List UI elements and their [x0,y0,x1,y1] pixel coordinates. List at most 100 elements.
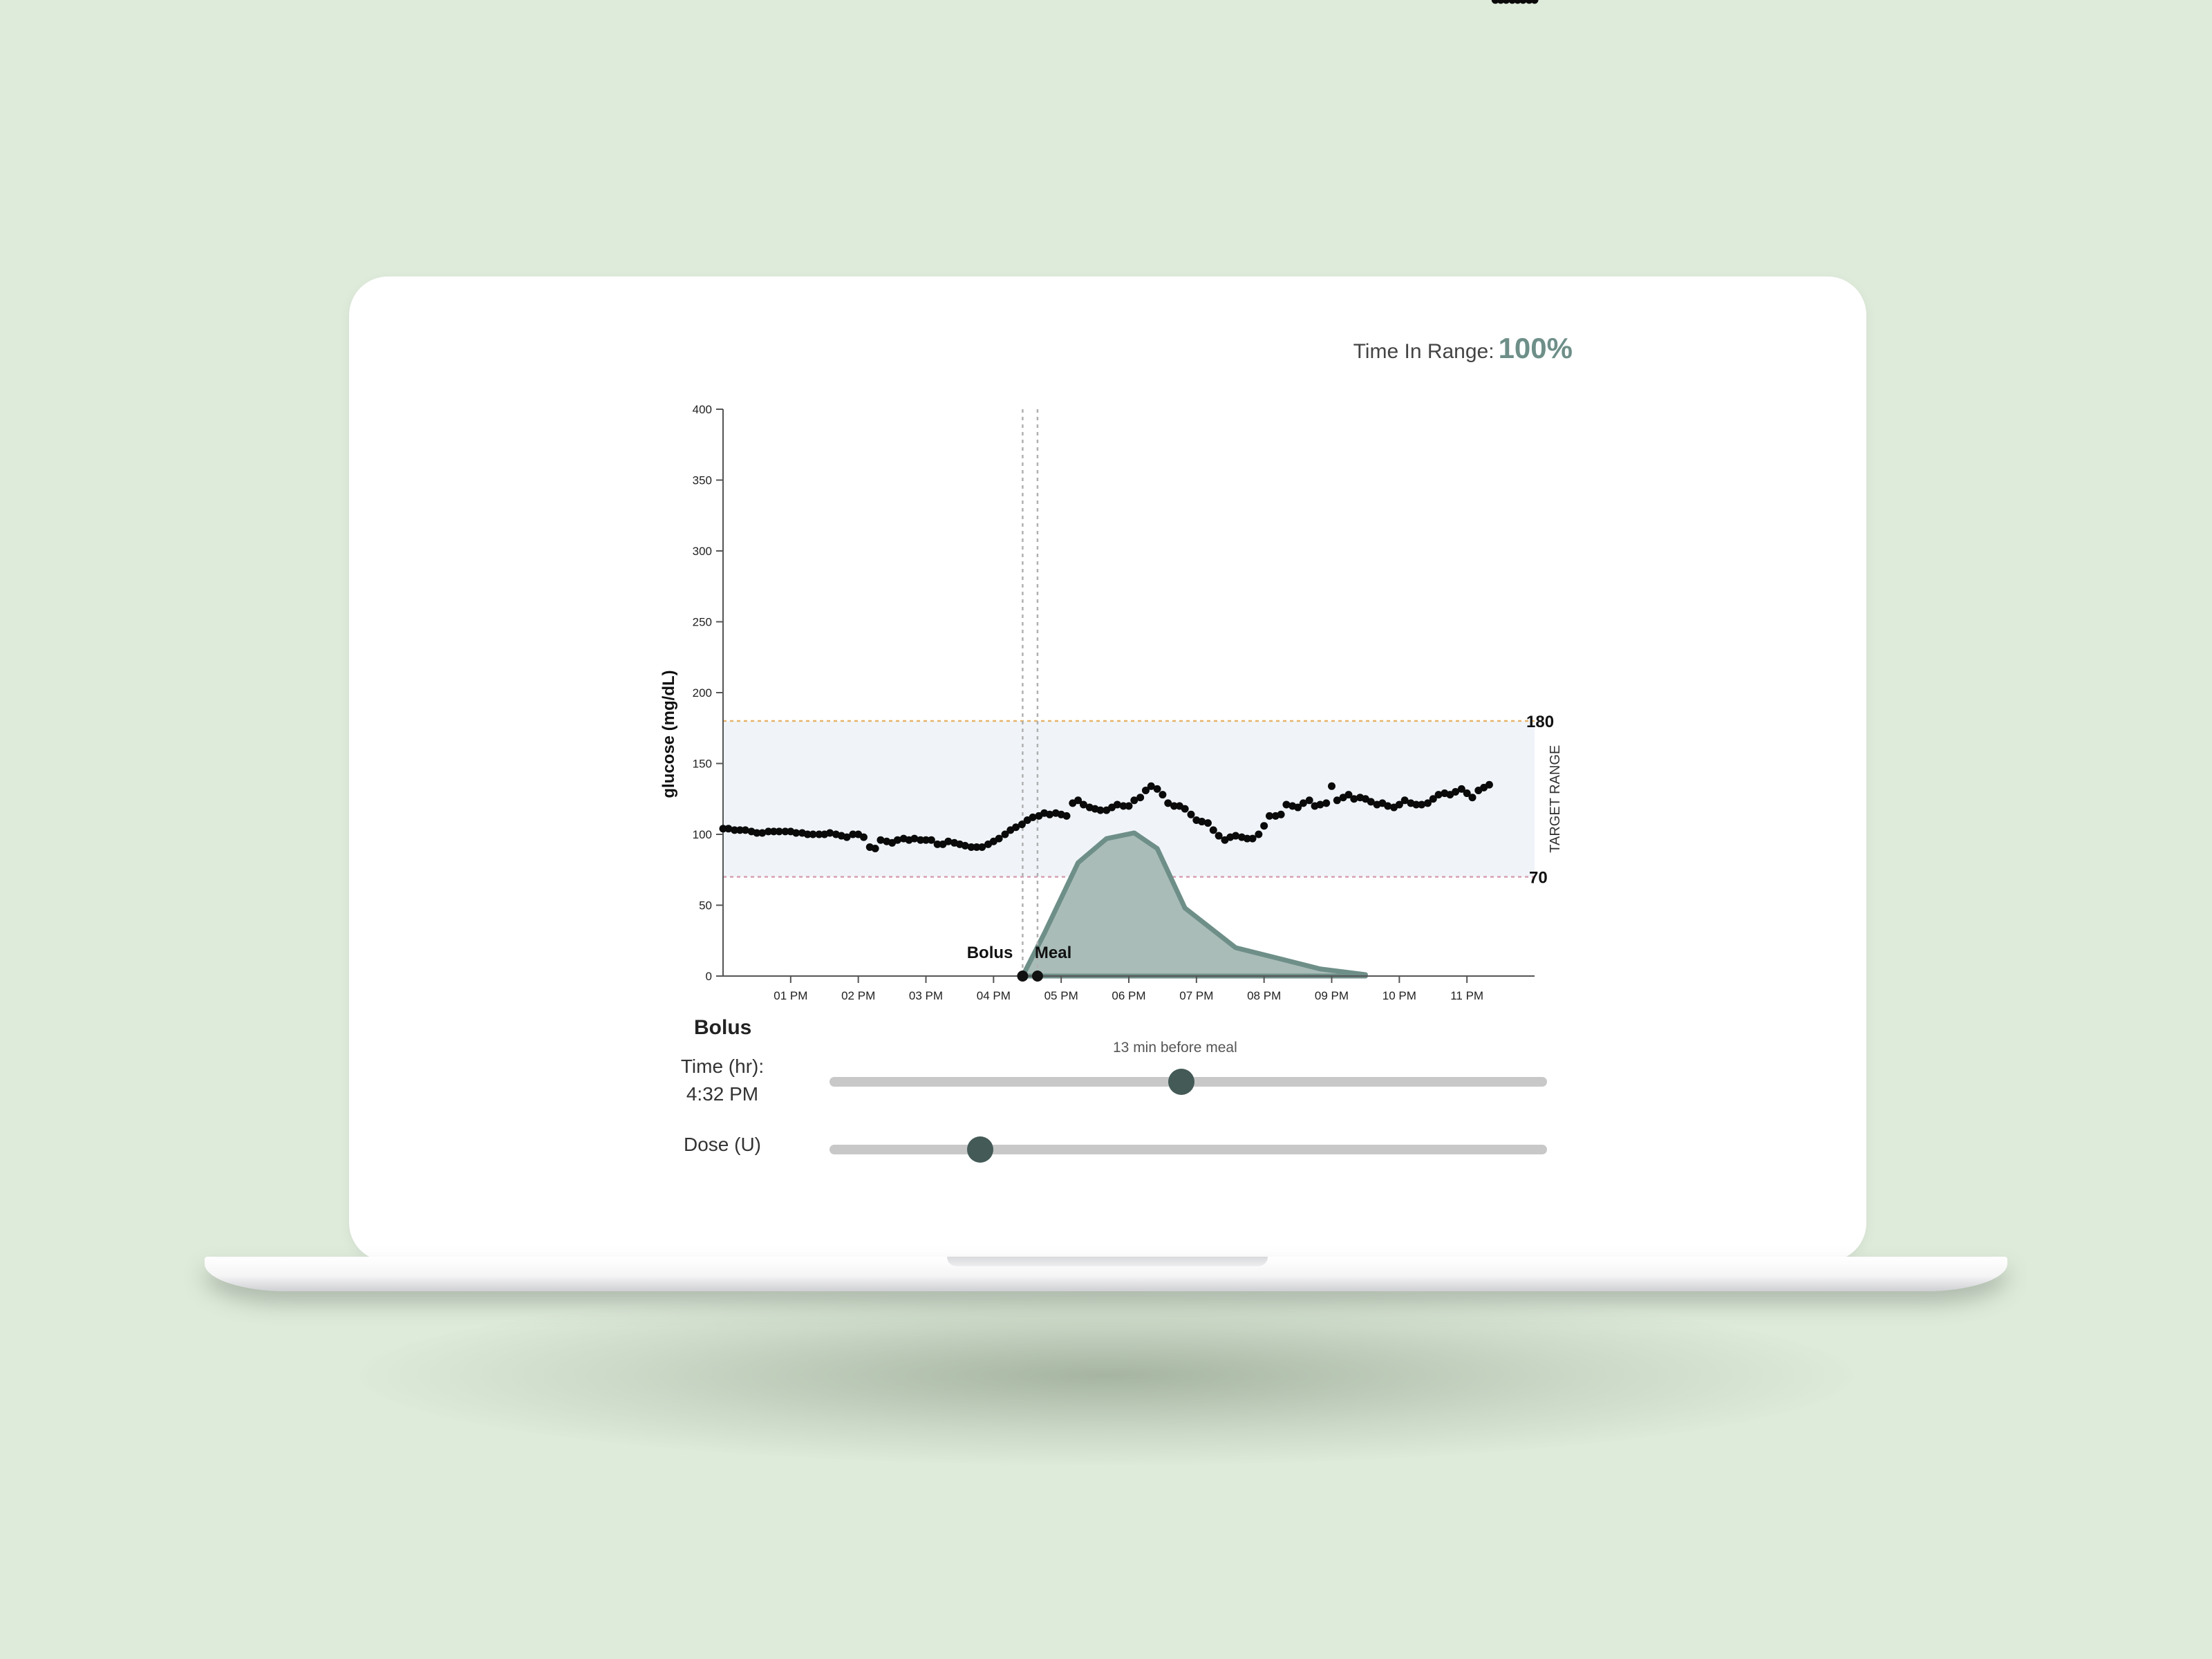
glucose-point [995,834,1003,843]
glucose-point [765,827,773,836]
glucose-point [1485,780,1493,789]
glucose-point [719,825,727,833]
marker-dot [1017,971,1029,982]
y-tick-label: 350 [693,474,712,487]
laptop-notch [947,1257,1268,1266]
glucose-point [1215,832,1223,840]
glucose-point [1277,810,1285,818]
glucose-point [758,829,767,837]
glucose-point [1384,802,1392,810]
time-slider[interactable] [830,1069,1547,1095]
glucose-point [1333,796,1341,805]
glucose-point [1159,791,1167,799]
glucose-point [1170,802,1179,810]
glucose-point [1062,812,1071,820]
glucose-point [1316,800,1324,809]
marker-label: Meal [1035,944,1071,962]
glucose-point [1412,800,1421,809]
glucose-point [859,833,868,841]
y-axis-label: glucose (mg/dL) [659,670,678,798]
glucose-point [1519,0,1527,4]
time-in-range: Time In Range: 100% [1353,332,1573,365]
glucose-point [1113,800,1121,809]
dose-slider[interactable] [830,1136,1547,1163]
glucose-point [917,836,925,844]
y-tick-label: 200 [693,686,712,700]
glucose-point [877,836,885,844]
time-in-range-label: Time In Range: [1353,340,1494,363]
glucose-point [893,836,901,844]
glucose-point [1243,834,1251,843]
glucose-point [1029,813,1037,821]
glucose-point [1463,789,1471,798]
time-slider-thumb[interactable] [1168,1069,1194,1095]
glucose-point [741,826,749,834]
glucose-point [1203,819,1212,827]
dose-slider-thumb[interactable] [966,1136,993,1163]
x-tick-label: 06 PM [1112,989,1145,1002]
time-in-range-value: 100% [1498,332,1573,364]
glucose-point [1141,786,1150,794]
glucose-point [933,840,941,848]
glucose-point [978,843,986,851]
glucose-point [1046,810,1054,818]
glucose-point [1012,823,1020,832]
target-low-label: 70 [1529,869,1548,888]
glucose-point [1130,796,1138,805]
glucose-point [1400,796,1409,805]
glucose-point [1096,806,1105,814]
glucose-point [1164,799,1172,807]
glucose-point [967,843,975,851]
glucose-point [1294,803,1302,812]
x-tick-label: 08 PM [1247,989,1281,1002]
glucose-point [1322,799,1331,807]
marker-label: Bolus [967,944,1013,962]
glucose-point [809,830,817,838]
glucose-point [1001,830,1009,838]
glucose-point [1530,0,1539,4]
y-tick-label: 400 [693,403,712,416]
glucose-point [731,826,739,834]
glucose-point [803,830,812,838]
glucose-point [1198,818,1206,826]
glucose-point [1018,821,1026,829]
glucose-point [1079,800,1087,809]
glucose-point [781,827,789,836]
time-label: Time (hr): [680,1056,765,1077]
glucose-point [826,829,834,837]
glucose-point [1282,800,1291,809]
glucose-point [849,830,857,838]
y-tick-label: 100 [693,828,712,841]
glucose-point [922,836,930,844]
glucose-point [1328,782,1335,790]
glucose-point [1260,822,1268,830]
dose-label: Dose (U) [683,1134,761,1155]
glucose-point [1299,799,1307,807]
x-tick-label: 09 PM [1315,989,1349,1002]
glucose-point [1429,795,1437,803]
glucose-point [1502,0,1510,4]
x-tick-label: 07 PM [1179,989,1213,1002]
x-tick-label: 01 PM [774,989,807,1002]
glucose-point [1136,794,1145,802]
target-range-label: TARGET RANGE [1548,745,1563,853]
glucose-point [1074,796,1082,805]
glucose-point [1187,810,1195,818]
glucose-point [910,834,919,843]
marker-dot [1031,971,1043,982]
glucose-point [1248,834,1257,843]
y-tick-label: 250 [693,616,712,629]
glucose-point [927,836,935,844]
glucose-point [1457,785,1465,793]
time-slider-caption: 13 min before meal [1113,1040,1237,1056]
glucose-point [1232,832,1240,840]
glucose-point [1305,796,1313,805]
glucose-point [1209,826,1217,834]
glucose-point [815,830,823,838]
glucose-point [1468,794,1477,802]
glucose-point [1434,791,1443,799]
glucose-point [1181,805,1189,813]
glucose-point [1452,788,1460,796]
x-tick-label: 03 PM [909,989,943,1002]
